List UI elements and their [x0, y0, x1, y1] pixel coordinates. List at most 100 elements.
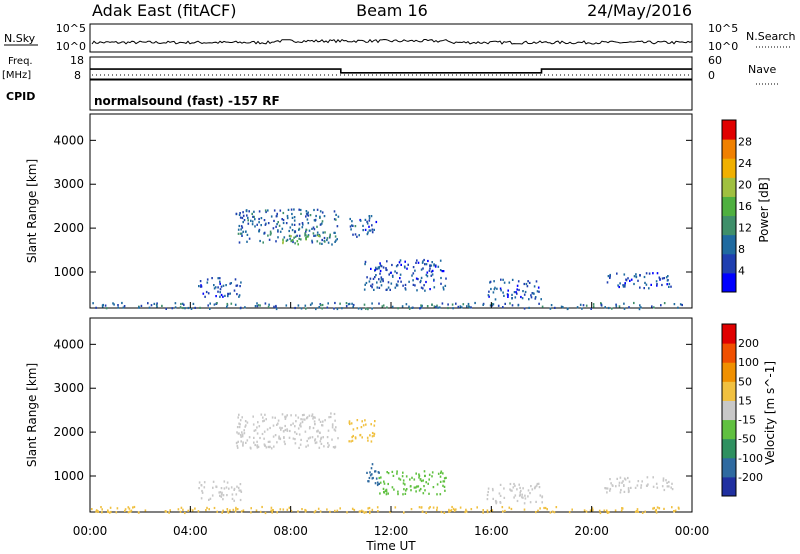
- power-cell: [439, 259, 442, 262]
- velocity-cell: [383, 482, 386, 485]
- velocity-cell: [608, 511, 610, 514]
- velocity-cell: [144, 509, 147, 512]
- velocity-cell: [268, 446, 270, 449]
- power-colorbar-label: Power [dB]: [757, 177, 771, 242]
- power-cell: [217, 290, 219, 293]
- power-cell: [511, 304, 514, 307]
- power-cell: [368, 215, 371, 218]
- velocity-cell: [239, 433, 242, 437]
- velocity-cell: [256, 446, 259, 449]
- velocity-cell: [334, 509, 336, 512]
- velocity-cell: [367, 507, 369, 510]
- power-cell: [414, 269, 416, 272]
- power-cell: [326, 306, 329, 309]
- velocity-cell: [519, 491, 521, 494]
- power-cell: [511, 278, 514, 281]
- velocity-cell: [262, 420, 264, 423]
- power-cell: [311, 302, 313, 305]
- velocity-cell: [487, 487, 490, 490]
- power-cell: [656, 272, 659, 275]
- power-cell: [234, 303, 237, 306]
- velocity-cell: [239, 419, 242, 422]
- power-cell: [422, 287, 424, 290]
- velocity-cell: [634, 510, 637, 513]
- power-cell: [282, 211, 285, 215]
- power-cell: [226, 304, 229, 307]
- velocity-cell: [238, 432, 240, 435]
- velocity-cell: [405, 489, 407, 492]
- power-cell: [371, 302, 373, 305]
- power-cell: [368, 219, 371, 222]
- velocity-cell: [591, 509, 594, 512]
- velocity-cell: [356, 419, 359, 422]
- velocity-cell: [107, 510, 109, 513]
- power-cell: [530, 294, 532, 297]
- nave-bottom-tick: 0: [708, 69, 715, 82]
- power-cell: [323, 236, 326, 240]
- velocity-cell: [455, 508, 457, 511]
- power-cell: [326, 238, 328, 242]
- velocity-cell: [127, 506, 130, 509]
- power-cell: [275, 306, 277, 309]
- power-cell: [202, 292, 205, 295]
- velocity-cell: [235, 493, 238, 496]
- power-cell: [637, 279, 639, 282]
- velocity-cell: [256, 432, 259, 435]
- velocity-cell: [354, 436, 357, 439]
- power-cell: [442, 288, 445, 291]
- power-cell: [579, 303, 582, 306]
- velocity-cell: [603, 509, 606, 512]
- velocity-cell: [298, 433, 301, 436]
- velocity-cell: [619, 476, 622, 479]
- power-cell: [349, 217, 351, 221]
- velocity-cell: [396, 470, 398, 473]
- velocity-cell: [322, 420, 324, 423]
- velocity-cell: [470, 508, 473, 511]
- power-cell: [352, 233, 354, 236]
- velocity-cell: [535, 500, 537, 503]
- power-cell: [372, 277, 375, 280]
- velocity-cell: [365, 511, 367, 514]
- power-cell: [245, 209, 248, 212]
- velocity-cell: [439, 480, 442, 483]
- power-cell: [247, 216, 249, 219]
- power-cell: [260, 217, 263, 220]
- power-cell: [374, 268, 377, 271]
- velocity-cell: [622, 480, 624, 483]
- velocity-cell: [510, 507, 513, 511]
- velocity-cell: [276, 511, 278, 514]
- velocity-cell: [301, 508, 303, 511]
- power-cell: [427, 259, 429, 263]
- velocity-cell: [288, 436, 291, 439]
- power-cell: [224, 294, 226, 297]
- power-cell: [156, 302, 158, 305]
- power-cell: [352, 305, 354, 308]
- power-cell: [581, 307, 583, 310]
- power-cell: [398, 261, 401, 264]
- velocity-cell: [331, 438, 333, 441]
- power-cell: [567, 307, 569, 310]
- velocity-cell: [459, 506, 462, 509]
- power-cell: [329, 235, 331, 238]
- velocity-cell: [279, 426, 281, 429]
- power-cell: [199, 285, 202, 288]
- velocity-cell: [653, 506, 655, 510]
- velocity-cell: [422, 479, 424, 482]
- power-cell: [534, 296, 537, 299]
- velocity-cell: [425, 511, 427, 514]
- power-cell: [273, 209, 276, 212]
- velocity-cell: [605, 487, 607, 490]
- power-cell: [381, 305, 384, 308]
- velocity-cell: [420, 479, 423, 483]
- velocity-cell: [539, 494, 542, 497]
- power-cell: [321, 220, 324, 223]
- velocity-cell: [333, 412, 336, 416]
- power-cell: [451, 303, 454, 306]
- velocity-cell: [272, 424, 275, 427]
- power-cell: [241, 234, 243, 237]
- power-cell: [155, 303, 158, 306]
- velocity-cell: [290, 414, 292, 417]
- velocity-cell: [621, 481, 623, 484]
- velocity-cell: [368, 480, 370, 483]
- power-cell: [140, 304, 143, 307]
